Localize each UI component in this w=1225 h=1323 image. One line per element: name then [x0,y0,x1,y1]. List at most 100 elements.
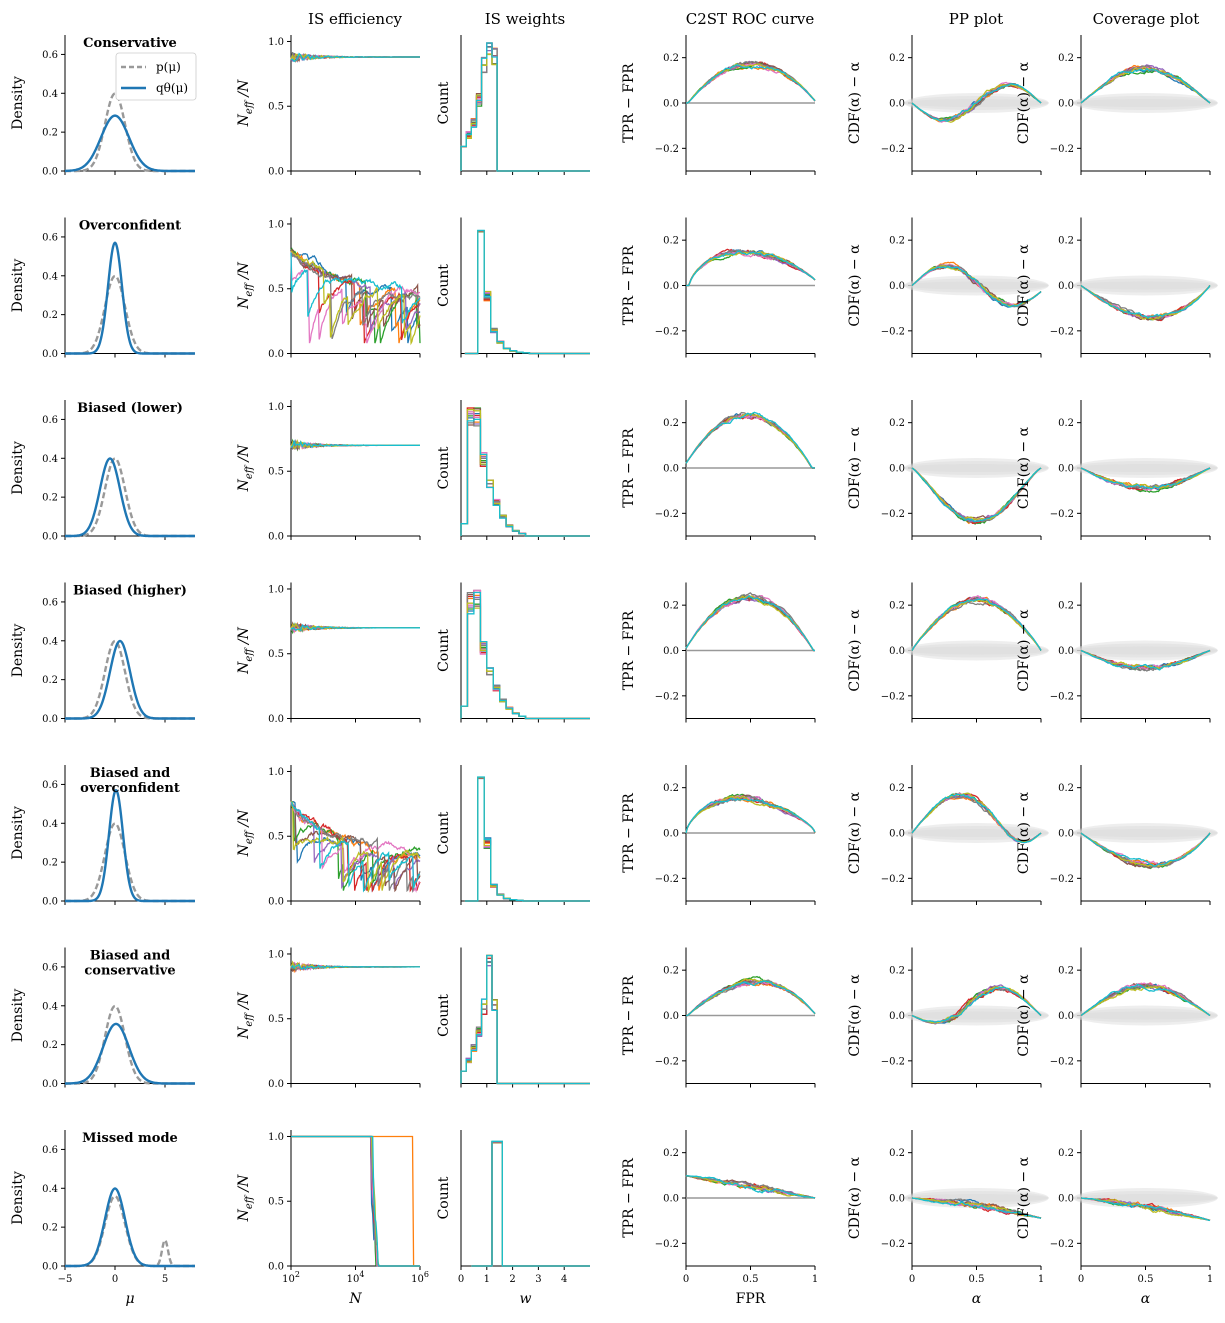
histogram-series [460,961,590,1085]
y-tick-label: 0.0 [268,532,284,543]
series-line [290,623,420,632]
series-line [685,413,816,469]
prior-curve [65,1194,195,1268]
confidence-band [904,275,1049,296]
y-tick-label: 0.0 [268,714,284,725]
y-tick-label: 0.4 [42,636,58,647]
series-line [911,467,1042,523]
y-axis-label: Density [10,806,26,860]
confidence-band [1073,646,1218,655]
y-tick-label: −0.2 [655,144,679,155]
y-tick-label: 0.2 [663,1148,679,1159]
y-tick-label: 0.0 [268,167,284,178]
confidence-band [904,640,1049,661]
confidence-band [1073,826,1218,840]
is-efficiency-panel: 0.0 0.5 1.0 102 104 106 Neff /N N [236,1130,429,1307]
x-tick-label: 106 [411,1270,429,1285]
y-tick-label: 0.0 [1058,281,1074,292]
y-tick-label: 0.6 [42,50,58,61]
y-tick-label: 1.0 [268,402,284,413]
series-line [291,1135,420,1267]
y-tick-label: 0.0 [889,464,905,475]
y-tick-label: 1.0 [268,37,284,48]
x-axis-label: α [1141,1291,1151,1307]
y-tick-label: 0.5 [268,649,284,660]
y-axis-label-sub: eff [244,99,255,114]
y-axis-label: CDF(α) − α [847,244,863,327]
confidence-band [1073,823,1218,843]
row-title: overconfident [80,781,180,796]
y-tick-label: 0.0 [42,714,58,725]
y-tick-label: 0.4 [42,1184,58,1195]
density-panel: 0.0 0.2 0.4 0.6 −5 0 5 Density Missed mode μ [10,1130,195,1307]
is-efficiency-panel: 0.0 0.5 1.0 Neff /N [236,217,421,360]
row-title: Overconfident [79,219,181,234]
y-axis-label-rest: /N [236,261,252,283]
y-tick-label: 0.0 [663,99,679,110]
series-line [1080,983,1211,1017]
prior-curve [65,1004,195,1085]
y-axis-label: Density [10,76,26,130]
col-title-pp-plot: PP plot [949,10,1003,28]
legend-posterior-label: qθ(μ) [156,81,188,95]
prior-curve [65,92,195,173]
y-tick-label: 0.0 [889,829,905,840]
series-line [685,979,816,1017]
row-title: Biased and [90,766,171,781]
y-tick-label: 0.2 [1058,601,1074,612]
confidence-band [904,281,1049,290]
series-line [290,250,421,346]
series-line [686,978,816,1017]
posterior-curve [65,788,195,903]
y-axis-label-rest: /N [236,991,252,1013]
y-tick-label: 0.2 [663,783,679,794]
confidence-band [904,458,1049,478]
row-title: Biased and [90,949,171,964]
pp-plot-panel: −0.2 0.0 0.2 CDF(α) − α [847,947,1049,1088]
y-axis-label: Neff /N [236,79,255,127]
density-panel: 0.0 0.2 0.4 0.6 Density Conservative p(μ) qθ(μ) [10,35,197,178]
series-line [686,979,816,1017]
series-line [1080,284,1211,319]
y-tick-label: −0.2 [881,509,905,520]
series-line [685,1174,816,1199]
series-line [685,412,815,469]
y-axis-label: CDF(α) − α [1016,791,1032,874]
y-axis-label: TPR − FPR [621,1158,637,1238]
series-line [686,60,816,104]
series-line [685,414,816,469]
is-weights-panel: Count [436,35,590,175]
y-tick-label: 0.2 [889,783,905,794]
y-tick-label: 0.5 [268,467,284,478]
histogram-series [460,961,590,1085]
histogram-series [460,48,590,172]
confidence-band [904,464,1049,472]
is-efficiency-panel: 0.0 0.5 1.0 Neff /N [236,400,421,543]
y-tick-label: −0.2 [1050,691,1074,702]
y-tick-label: −0.2 [1050,1239,1074,1250]
histogram-series [460,42,590,172]
y-tick-label: 0.0 [268,897,284,908]
y-tick-label: 0.2 [889,601,905,612]
is-weights-panel: Count [436,217,590,358]
x-tick-label: 5 [162,1274,168,1285]
series-line [291,1135,420,1267]
y-tick-label: 0.0 [1058,829,1074,840]
pp-plot-panel: −0.2 0.0 0.2 CDF(α) − α [847,400,1049,540]
confidence-band [1073,458,1218,478]
pp-plot-panel: −0.2 0.0 0.2 CDF(α) − α [847,35,1049,175]
confidence-band [1073,1008,1218,1023]
series-line [1080,1197,1211,1222]
series-line [291,1135,420,1267]
y-tick-label: 0.2 [42,1223,58,1234]
y-axis-label-sub: eff [244,829,255,844]
confidence-band [1073,96,1218,110]
y-tick-label: 0.2 [42,858,58,869]
series-line [686,250,816,287]
y-axis-label-sub: eff [244,1194,255,1209]
y-axis-label: Density [10,1171,26,1225]
y-tick-label: 0.2 [42,675,58,686]
c2st-roc-panel: −0.2 0.0 0.2 0 0.5 1 TPR − FPR FPR [621,1130,818,1307]
histogram-series [471,1141,590,1267]
y-axis-label: CDF(α) − α [1016,426,1032,509]
